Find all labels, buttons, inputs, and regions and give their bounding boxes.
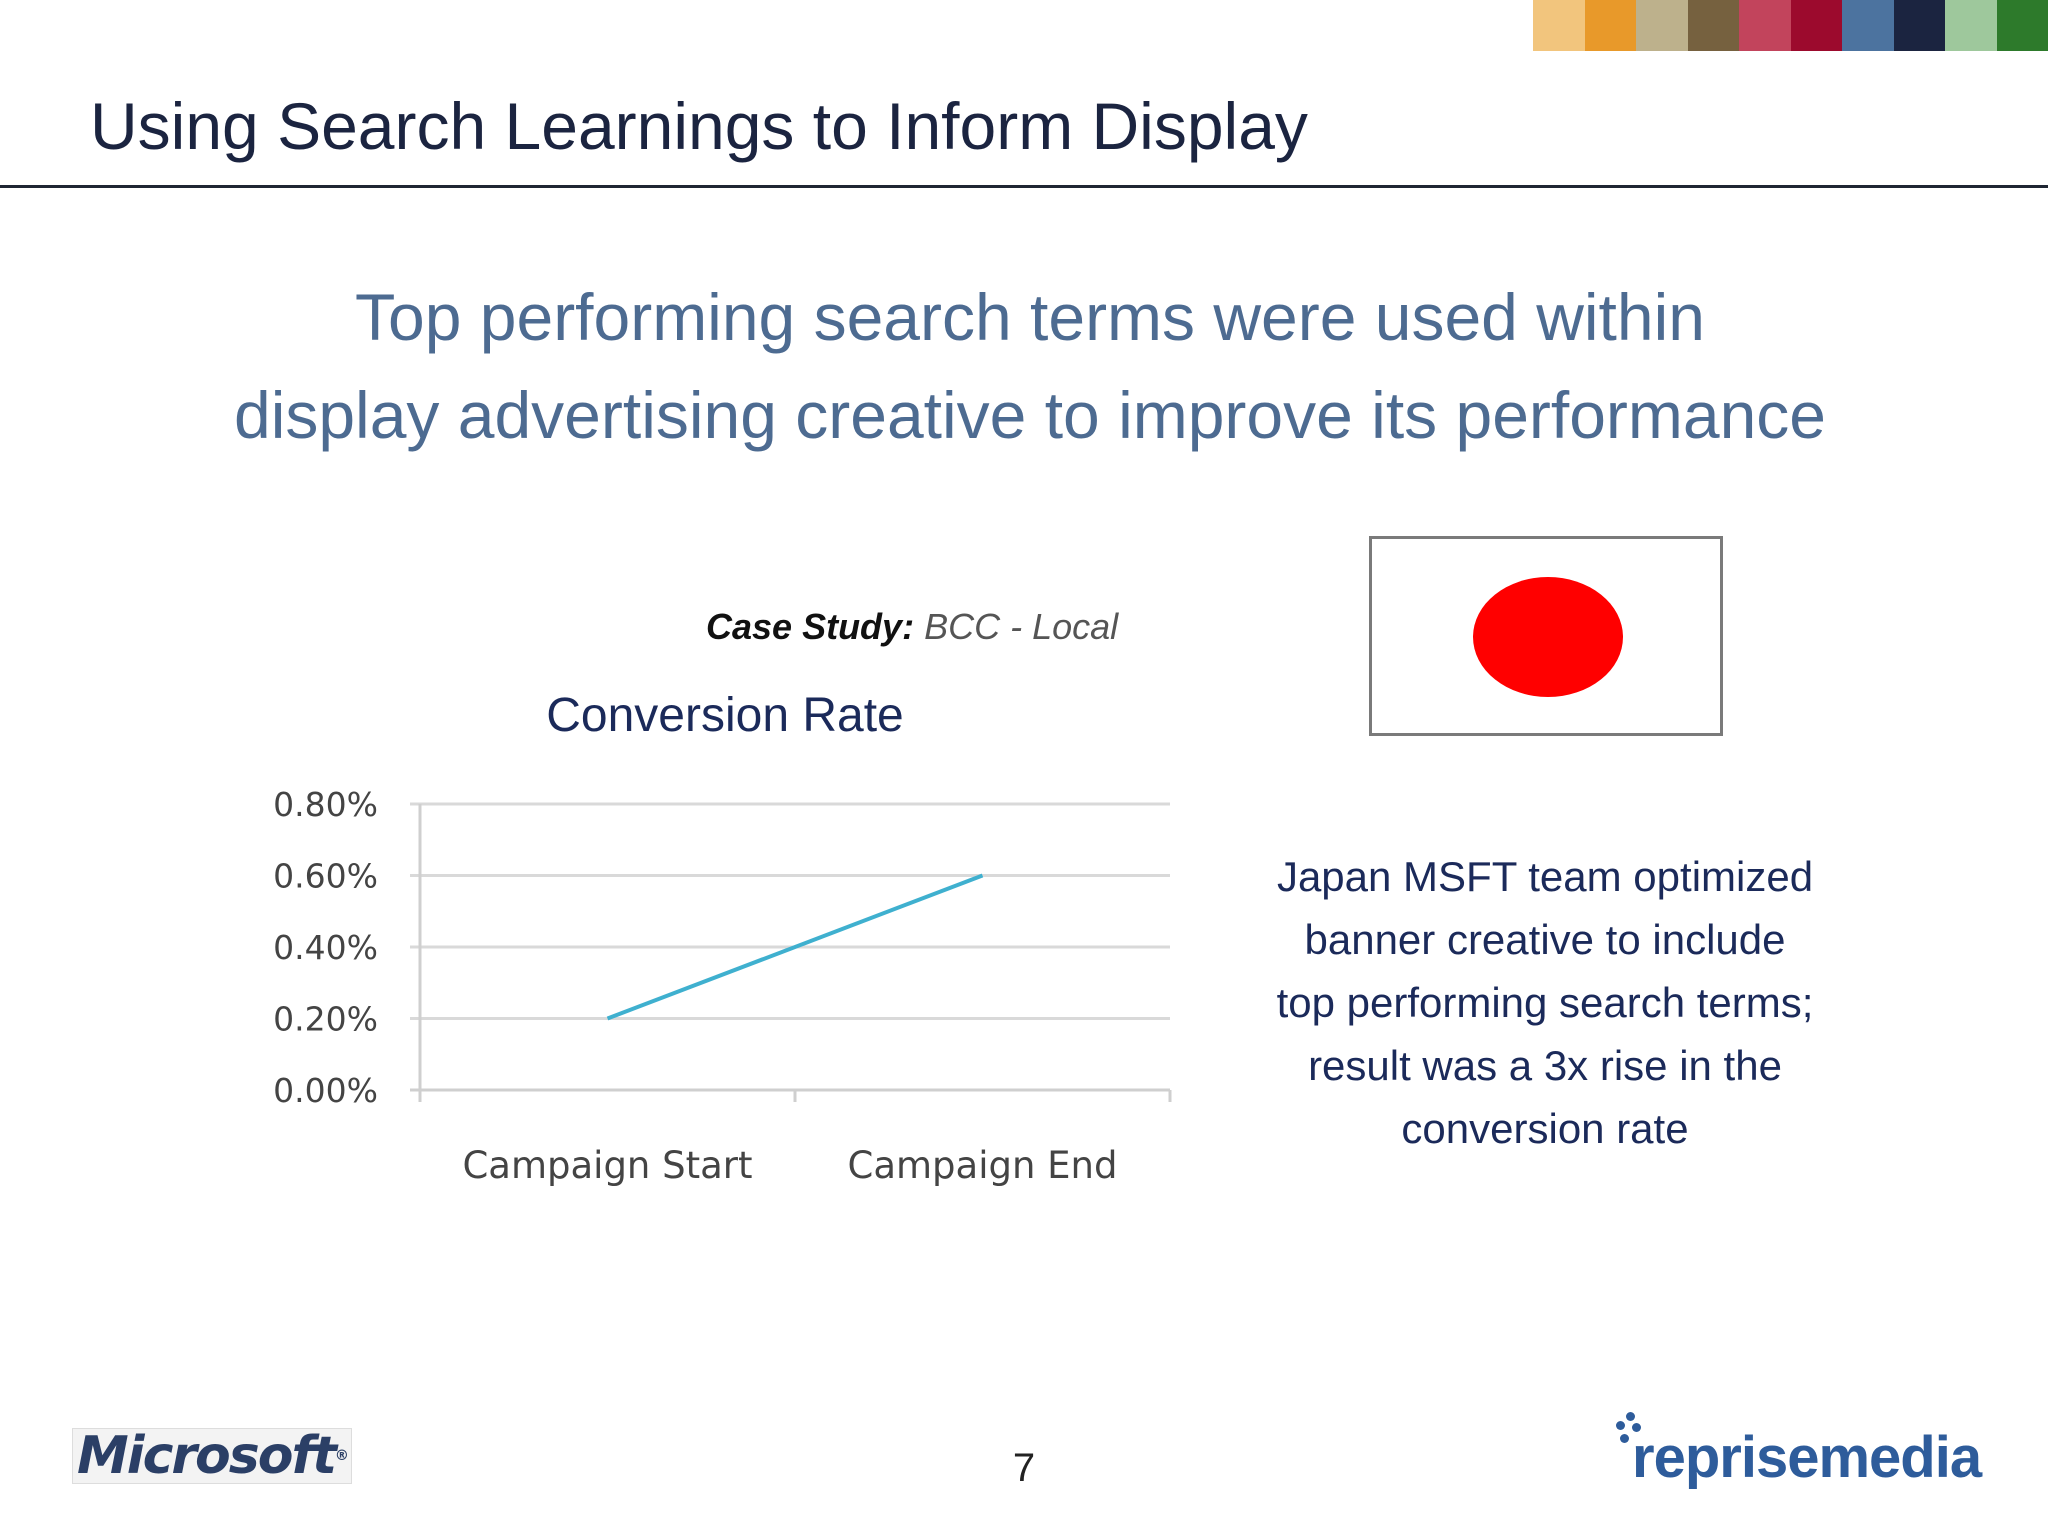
headline-line-2: display advertising creative to improve … (233, 378, 1827, 452)
side-note: Japan MSFT team optimized banner creativ… (1200, 845, 1890, 1160)
side-note-line: top performing search terms; (1276, 979, 1814, 1026)
series-line (606, 873, 984, 1021)
side-note-line: banner creative to include (1304, 916, 1786, 963)
y-tick-label: 0.40% (273, 928, 378, 967)
color-swatch (1584, 0, 1636, 51)
reprise-dots-icon (1612, 1412, 1652, 1452)
case-study-value: BCC - Local (924, 606, 1119, 647)
conversion-rate-chart: 0.80% 0.60% 0.40% 0.20% 0.00% Campaign Start C… (273, 785, 1172, 1187)
y-tick-label: 0.20% (273, 1000, 378, 1039)
color-swatch (1533, 0, 1585, 51)
slide-title: Using Search Learnings to Inform Display (90, 89, 1308, 163)
x-category-label: Campaign End (847, 1144, 1117, 1187)
side-note-line: conversion rate (1401, 1105, 1689, 1152)
y-tick-label: 0.80% (273, 785, 378, 824)
headline-line-1: Top performing search terms were used wi… (355, 280, 1705, 354)
x-category-label: Campaign Start (462, 1144, 752, 1187)
color-swatch (1842, 0, 1894, 51)
side-note-line: Japan MSFT team optimized (1276, 853, 1814, 900)
case-study-label: Case Study: (706, 606, 915, 647)
color-swatch (1636, 0, 1688, 51)
color-swatch (1790, 0, 1842, 51)
japan-flag-icon (1369, 536, 1723, 736)
color-strip (1533, 0, 2048, 51)
y-tick-label: 0.60% (273, 857, 378, 896)
chart-title: Conversion Rate (546, 689, 904, 742)
title-rule (0, 185, 2048, 188)
microsoft-logo: Microsoft® (72, 1428, 352, 1484)
microsoft-logo-text: Microsoft (77, 1426, 337, 1486)
color-swatch (1739, 0, 1791, 51)
case-study: Case Study: BCC - Local (706, 606, 1118, 648)
page-number: 7 (1012, 1446, 1036, 1490)
color-swatch (1996, 0, 2048, 51)
y-tick-label: 0.00% (273, 1071, 378, 1110)
side-note-line: result was a 3x rise in the (1308, 1042, 1782, 1089)
headline: Top performing search terms were used wi… (60, 268, 2000, 464)
color-swatch (1945, 0, 1997, 51)
flag-disc (1473, 577, 1623, 697)
color-swatch (1893, 0, 1945, 51)
reprisemedia-logo: reprisemedia (1612, 1412, 1992, 1492)
reprisemedia-logo-text: reprisemedia (1632, 1425, 1982, 1490)
color-swatch (1687, 0, 1739, 51)
